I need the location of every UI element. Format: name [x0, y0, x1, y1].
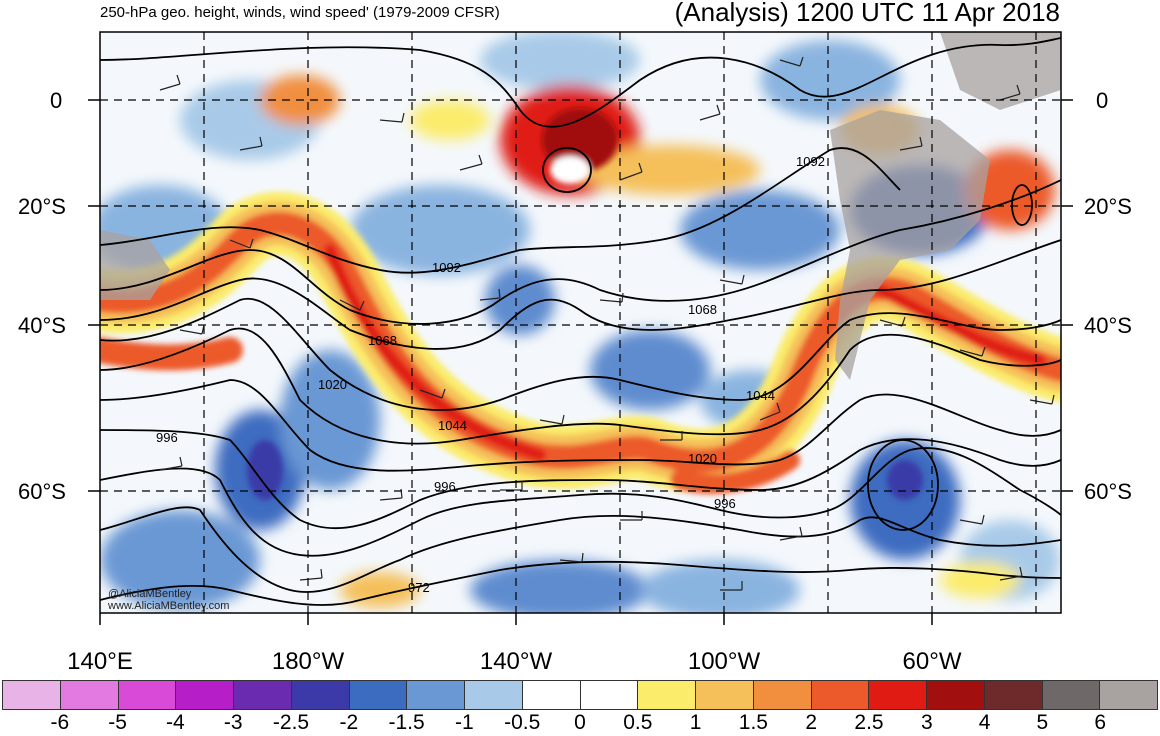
contour-label: 972 [408, 580, 430, 595]
colorbar-tick-label: 1.5 [738, 711, 768, 734]
colorbar-segment [753, 681, 812, 709]
lat-label-left: 60°S [18, 479, 66, 504]
lat-label-right: 0 [1096, 88, 1109, 113]
colorbar-tick-label: 3 [920, 711, 933, 734]
lon-label: 140°E [67, 648, 133, 675]
colorbar-segment [234, 681, 292, 709]
colorbar-tick-label: 0 [574, 711, 586, 734]
colorbar-segment [696, 681, 754, 709]
colorbar-segment [984, 681, 1043, 709]
height-contours [100, 37, 1061, 606]
lat-label-left: 0 [50, 88, 63, 113]
lat-label-left: 40°S [18, 313, 66, 338]
colorbar-segment [176, 681, 234, 709]
colorbar-tick-label: -5 [108, 711, 127, 734]
lat-label-right: 20°S [1084, 194, 1132, 219]
colorbar-segment [291, 681, 350, 709]
contour-label-group: 1092 1092 1068 1068 1044 1044 1020 1020 … [156, 154, 825, 595]
colorbar-segment [1042, 681, 1101, 709]
colorbar-tick-label: -0.5 [504, 711, 541, 734]
contour-label: 1068 [368, 333, 397, 348]
colorbar-segment [60, 681, 119, 709]
wind-barbs [159, 56, 1055, 591]
colorbar-tick-label: 4 [978, 711, 991, 734]
colorbar-segment [407, 681, 465, 709]
colorbar-tick-label: -1.5 [388, 711, 425, 734]
colorbar-segment [349, 681, 408, 709]
contour-label: 1044 [746, 388, 775, 403]
colorbar-tick-label: -4 [166, 711, 185, 734]
lon-label: 100°W [687, 648, 761, 675]
lon-label: 140°W [479, 648, 553, 675]
lat-label-right: 60°S [1084, 479, 1132, 504]
colorbar-segment [638, 681, 696, 709]
colorbar-segment [811, 681, 870, 709]
lat-label-left: 20°S [18, 194, 66, 219]
contour-label: 1092 [796, 154, 825, 169]
colorbar-tick-label: 1 [689, 711, 702, 734]
contour-label: 1068 [688, 302, 717, 317]
lat-label-right: 40°S [1084, 313, 1132, 338]
colorbar-segment [869, 681, 927, 709]
contour-label: 996 [714, 496, 736, 511]
lat-lon-grid [100, 32, 1061, 613]
colorbar-tick-label: 0.5 [623, 711, 653, 734]
colorbar-segment [522, 681, 581, 709]
lon-label: 60°W [902, 648, 962, 675]
colorbar-tick-label: 2.5 [854, 711, 884, 734]
weather-map: 1092 1092 1068 1068 1044 1044 1020 1020 … [88, 31, 1073, 625]
colorbar-segment [465, 681, 523, 709]
lon-label: 180°W [271, 648, 345, 675]
colorbar [2, 680, 1158, 710]
colorbar-segment [1100, 681, 1157, 709]
colorbar-tick-label: -1 [455, 711, 474, 734]
contour-label: 1020 [688, 451, 717, 466]
contour-label: 1044 [438, 418, 467, 433]
valid-time-title: (Analysis) 1200 UTC 11 Apr 2018 [674, 0, 1060, 27]
credit-website: www.AliciaMBentley.com [108, 600, 230, 612]
contour-label: 996 [156, 430, 178, 445]
colorbar-tick-label: -2.5 [272, 711, 310, 734]
map-title: 250-hPa geo. height, winds, wind speed' … [100, 4, 500, 21]
map-frame [88, 31, 1073, 625]
colorbar-tick-label: 6 [1094, 711, 1107, 734]
colorbar-tick-label: -2 [339, 711, 359, 734]
colorbar-tick-label: -3 [223, 711, 243, 734]
colorbar-segment [580, 681, 639, 709]
colorbar-segment [118, 681, 177, 709]
contour-label: 996 [434, 479, 456, 494]
credit-handle: @AliciaMBentley [108, 588, 192, 600]
contour-label: 1020 [318, 377, 347, 392]
colorbar-segment [927, 681, 985, 709]
colorbar-tick-label: 5 [1036, 711, 1049, 734]
colorbar-tick-label: -6 [50, 711, 70, 734]
contour-label: 1092 [432, 260, 461, 275]
colorbar-segment [3, 681, 61, 709]
colorbar-tick-label: 2 [805, 711, 818, 734]
